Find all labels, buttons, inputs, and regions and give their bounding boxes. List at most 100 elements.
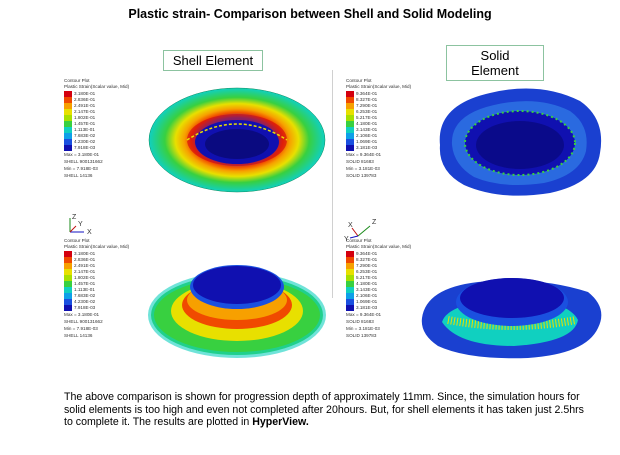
legend-value: 4.230E-02 (74, 299, 96, 304)
legend-swatch (64, 269, 72, 275)
legend-value: 7.918E-03 (74, 145, 96, 150)
legend-row: 7.918E-03 (64, 145, 129, 151)
legend-swatch (346, 133, 354, 139)
legend-min: Min = 3.181E-03 (346, 166, 380, 171)
legend-header: Contour Plot (346, 238, 372, 243)
axis-triad-shell: Z Y X (62, 212, 102, 240)
description-text: The above comparison is shown for progre… (64, 391, 584, 429)
legend-row: 3.180E-01 (64, 251, 129, 257)
axis-z-label-solid: Z (372, 219, 377, 226)
legend-value: 2.836E-01 (74, 257, 96, 262)
legend-min: Min = 7.918E-03 (64, 326, 98, 331)
legend-value: 8.327E-01 (356, 257, 378, 262)
legend-row: 3.181E-03 (346, 305, 411, 311)
legend-swatch (64, 257, 72, 263)
legend-value: 2.106E-01 (356, 133, 378, 138)
legend-swatch (346, 109, 354, 115)
legend-min: Min = 3.181E-03 (346, 326, 380, 331)
legend-row: 2.491E-01 (64, 263, 129, 269)
legend-shell-top: Contour Plot Plastic Strain(Scalar value,… (64, 78, 129, 179)
axis-triad-solid: Z Y X (344, 214, 384, 242)
legend-value: 9.364E-01 (356, 91, 378, 96)
legend-row: 1.113E-01 (64, 287, 129, 293)
legend-value: 6.253E-01 (356, 269, 378, 274)
legend-swatch (346, 103, 354, 109)
legend-value: 1.457E-01 (74, 281, 96, 286)
legend-row: 9.364E-01 (346, 91, 411, 97)
legend-value: 7.683E-02 (74, 133, 96, 138)
legend-value: 1.069E-01 (356, 299, 378, 304)
legend-value: 7.290E-01 (356, 103, 378, 108)
legend-swatch (64, 145, 72, 151)
legend-row: 3.180E-01 (64, 91, 129, 97)
legend-value: 2.491E-01 (74, 103, 96, 108)
legend-row: 9.364E-01 (346, 251, 411, 257)
legend-solid-bottom: Contour Plot Plastic Strain(Scalar value,… (346, 238, 411, 339)
axis-x-label: X (87, 229, 92, 236)
legend-row: 7.683E-02 (64, 293, 129, 299)
legend-value: 2.147E-01 (74, 269, 96, 274)
legend-swatch (346, 269, 354, 275)
legend-min: Min = 7.918E-03 (64, 166, 98, 171)
legend-row: 8.327E-01 (346, 257, 411, 263)
legend-row: 4.180E-01 (346, 121, 411, 127)
legend-swatch (346, 115, 354, 121)
legend-row: 3.143E-01 (346, 287, 411, 293)
legend-row: 7.290E-01 (346, 263, 411, 269)
legend-subheader: Plastic Strain(Scalar value, Mid) (64, 244, 130, 249)
legend-value: 1.802E-01 (74, 275, 96, 280)
legend-swatch (346, 257, 354, 263)
legend-value: 1.113E-01 (74, 127, 95, 132)
legend-value: 4.180E-01 (356, 281, 378, 286)
legend-swatch (346, 127, 354, 133)
legend-row: 2.836E-01 (64, 257, 129, 263)
legend-max: Max = 3.180E-01 (64, 312, 100, 317)
legend-row: 3.181E-03 (346, 145, 411, 151)
solid-element-label: Solid Element (446, 45, 544, 81)
legend-value: 2.147E-01 (74, 109, 96, 114)
legend-solid-top: Contour Plot Plastic Strain(Scalar value,… (346, 78, 411, 179)
legend-value: 1.457E-01 (74, 121, 96, 126)
legend-swatch (346, 251, 354, 257)
solid-bottom-contour-model (421, 278, 602, 359)
legend-value: 3.180E-01 (74, 251, 96, 256)
legend-row: 5.217E-01 (346, 115, 411, 121)
legend-swatch (64, 91, 72, 97)
legend-row: 1.457E-01 (64, 281, 129, 287)
legend-row: 5.217E-01 (346, 275, 411, 281)
legend-value: 7.918E-03 (74, 305, 96, 310)
legend-swatch (64, 293, 72, 299)
legend-min-id: SOLID 139783 (346, 173, 377, 178)
legend-swatch (64, 97, 72, 103)
legend-header: Contour Plot (64, 238, 90, 243)
legend-value: 9.364E-01 (356, 251, 378, 256)
axis-x-label-solid: X (348, 222, 353, 229)
legend-value: 1.802E-01 (74, 115, 96, 120)
legend-swatch (64, 299, 72, 305)
legend-row: 2.836E-01 (64, 97, 129, 103)
legend-row: 1.069E-01 (346, 139, 411, 145)
legend-swatch (64, 275, 72, 281)
legend-row: 7.290E-01 (346, 103, 411, 109)
legend-value: 4.230E-02 (74, 139, 96, 144)
solid-top-contour-model (439, 88, 602, 196)
legend-value: 2.836E-01 (74, 97, 96, 102)
legend-value: 8.327E-01 (356, 97, 378, 102)
legend-subheader: Plastic Strain(Scalar value, Mid) (346, 84, 412, 89)
legend-swatch (64, 109, 72, 115)
legend-row: 6.253E-01 (346, 269, 411, 275)
legend-row: 7.683E-02 (64, 133, 129, 139)
legend-swatch (346, 139, 354, 145)
legend-max-id: SOLID 81683 (346, 319, 374, 324)
shell-bottom-contour-model (148, 265, 326, 358)
legend-swatch (64, 263, 72, 269)
legend-swatch (346, 275, 354, 281)
legend-swatch (346, 121, 354, 127)
legend-max-id: SHELL 900131662 (64, 159, 103, 164)
legend-row: 4.230E-02 (64, 299, 129, 305)
legend-value: 3.181E-03 (356, 145, 378, 150)
legend-max: Max = 9.364E-01 (346, 312, 382, 317)
legend-swatch (346, 299, 354, 305)
legend-swatch (64, 287, 72, 293)
legend-value: 3.181E-03 (356, 305, 378, 310)
